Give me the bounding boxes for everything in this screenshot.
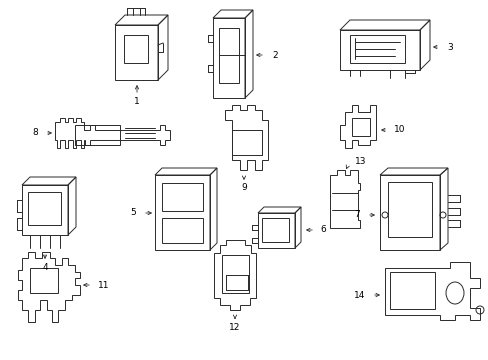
Text: 10: 10	[393, 126, 405, 135]
Text: 2: 2	[271, 50, 277, 59]
Text: 13: 13	[354, 157, 366, 166]
Text: 9: 9	[241, 184, 246, 193]
Text: 11: 11	[98, 280, 109, 289]
Text: 1: 1	[134, 98, 140, 107]
Text: 8: 8	[32, 129, 38, 138]
Text: 12: 12	[229, 324, 240, 333]
Text: 4: 4	[42, 264, 48, 273]
Text: 6: 6	[319, 225, 325, 234]
Text: 7: 7	[353, 211, 359, 220]
Text: 5: 5	[130, 208, 136, 217]
Text: 14: 14	[353, 291, 364, 300]
Text: 3: 3	[446, 42, 452, 51]
